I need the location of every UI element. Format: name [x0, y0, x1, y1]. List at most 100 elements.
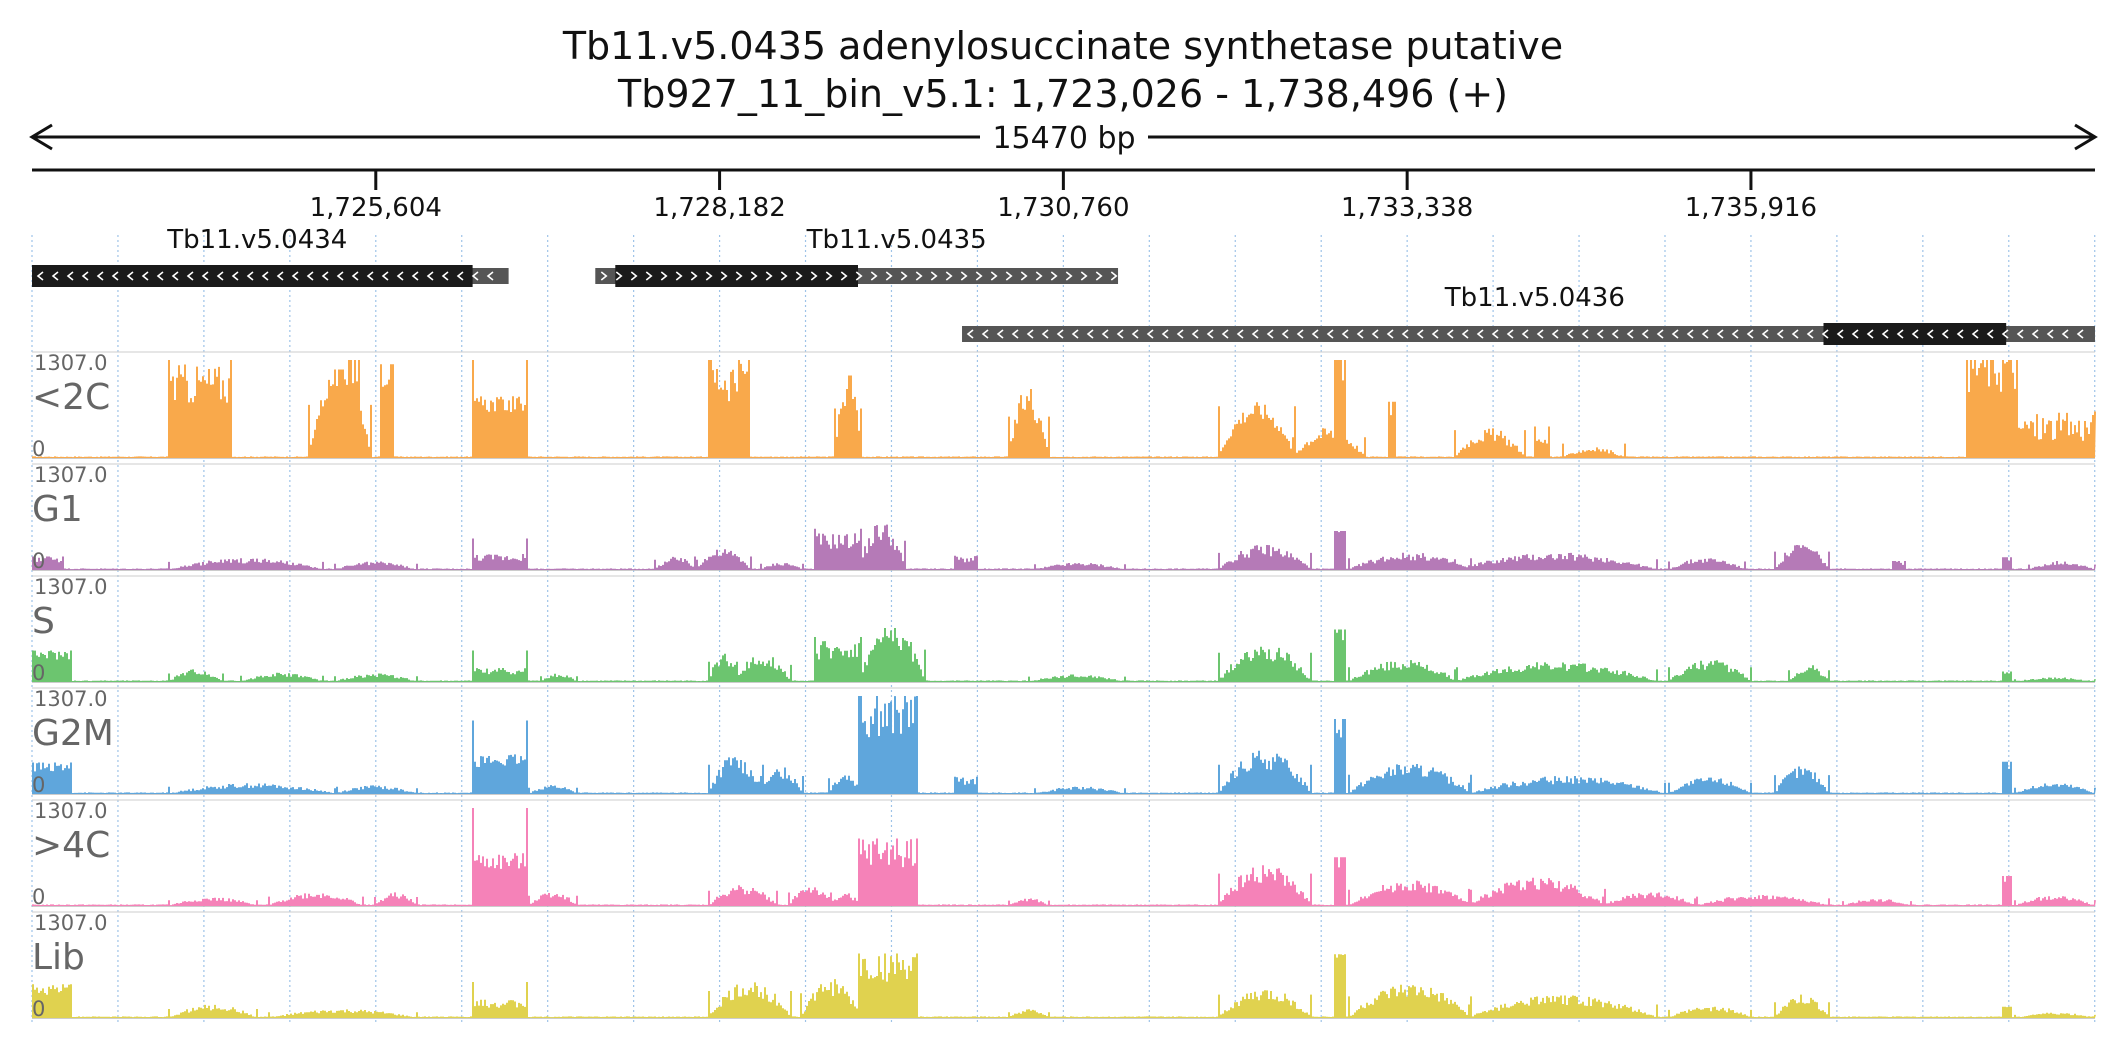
track-min-label: 0 [32, 885, 45, 909]
title-block: Tb11.v5.0435 adenylosuccinate synthetase… [0, 22, 2126, 118]
strand-chevron [1491, 329, 1499, 339]
coverage-track: 1307.0>4C 0 [32, 799, 2096, 909]
strand-chevron [1536, 329, 1544, 339]
track-name: <2C [32, 377, 110, 418]
strand-chevron [1005, 271, 1013, 281]
coverage-area [32, 696, 2096, 794]
gene-model[interactable]: Tb11.v5.0434 [32, 225, 509, 287]
strand-chevron [2061, 329, 2069, 339]
gene-cds [615, 265, 859, 287]
strand-chevron [996, 329, 1004, 339]
strand-chevron [705, 271, 713, 281]
strand-chevron [825, 271, 833, 281]
strand-chevron [1050, 271, 1058, 281]
span-arrow-head-right [2074, 123, 2098, 151]
strand-chevron [246, 271, 254, 281]
strand-chevron [171, 271, 179, 281]
track-max-label: 1307.0 [34, 799, 107, 823]
strand-chevron [426, 271, 434, 281]
strand-chevron [411, 271, 419, 281]
strand-chevron [1116, 329, 1124, 339]
strand-chevron [660, 271, 668, 281]
strand-chevron [51, 271, 59, 281]
strand-chevron [930, 271, 938, 281]
strand-chevron [630, 271, 638, 281]
track-min-label: 0 [32, 549, 45, 573]
strand-chevron [66, 271, 74, 281]
strand-chevron [186, 271, 194, 281]
strand-chevron [780, 271, 788, 281]
strand-chevron [261, 271, 269, 281]
strand-chevron [1296, 329, 1304, 339]
coverage-area [32, 808, 2096, 906]
strand-chevron [765, 271, 773, 281]
strand-chevron [1821, 329, 1829, 339]
strand-chevron [900, 271, 908, 281]
gene-model[interactable]: Tb11.v5.0435 [595, 225, 1119, 287]
strand-chevron [1020, 271, 1028, 281]
strand-chevron [1866, 329, 1874, 339]
strand-chevron [1986, 329, 1994, 339]
span-arrow-head-left [29, 123, 53, 151]
strand-chevron [840, 271, 848, 281]
strand-chevron [1206, 329, 1214, 339]
strand-chevron [1476, 329, 1484, 339]
track-min-label: 0 [32, 661, 45, 685]
strand-chevron [1911, 329, 1919, 339]
strand-chevron [126, 271, 134, 281]
track-max-label: 1307.0 [34, 463, 107, 487]
track-min-label: 0 [32, 997, 45, 1021]
strand-chevron [1221, 329, 1229, 339]
strand-chevron [1926, 329, 1934, 339]
strand-chevron [1791, 329, 1799, 339]
strand-chevron [645, 271, 653, 281]
track-max-label: 1307.0 [34, 575, 107, 599]
strand-chevron [1611, 329, 1619, 339]
strand-chevron [915, 271, 923, 281]
strand-chevron [1056, 329, 1064, 339]
coverage-track: 1307.0G1 0 [32, 463, 2096, 573]
strand-chevron [1956, 329, 1964, 339]
strand-chevron [720, 271, 728, 281]
strand-chevron [1401, 329, 1409, 339]
strand-chevron [1806, 329, 1814, 339]
track-max-label: 1307.0 [34, 687, 107, 711]
strand-chevron [336, 271, 344, 281]
track-max-label: 1307.0 [34, 911, 107, 935]
strand-chevron [471, 271, 479, 281]
strand-chevron [1416, 329, 1424, 339]
strand-chevron [1701, 329, 1709, 339]
strand-chevron [1071, 329, 1079, 339]
track-name: Lib [32, 937, 85, 978]
strand-chevron [1035, 271, 1043, 281]
strand-chevron [1341, 329, 1349, 339]
strand-chevron [1461, 329, 1469, 339]
strand-chevron [1626, 329, 1634, 339]
strand-chevron [1446, 329, 1454, 339]
strand-chevron [735, 271, 743, 281]
strand-chevron [885, 271, 893, 281]
strand-chevron [945, 271, 953, 281]
span-label: 15470 bp [992, 121, 1135, 156]
strand-chevron [231, 271, 239, 281]
strand-chevron [600, 271, 608, 281]
strand-chevron [1101, 329, 1109, 339]
strand-chevron [81, 271, 89, 281]
strand-chevron [810, 271, 818, 281]
strand-chevron [1386, 329, 1394, 339]
strand-chevron [1776, 329, 1784, 339]
gene-model[interactable]: Tb11.v5.0436 [962, 283, 2096, 345]
strand-chevron [1656, 329, 1664, 339]
strand-chevron [1521, 329, 1529, 339]
strand-chevron [456, 271, 464, 281]
strand-chevron [1836, 329, 1844, 339]
strand-chevron [2001, 329, 2009, 339]
strand-chevron [351, 271, 359, 281]
strand-chevron [1881, 329, 1889, 339]
strand-chevron [990, 271, 998, 281]
strand-chevron [981, 329, 989, 339]
strand-chevron [321, 271, 329, 281]
span-indicator: 15470 bp [29, 121, 2098, 156]
strand-chevron [396, 271, 404, 281]
genomic-axis: 1,725,604 1,728,182 1,730,760 1,733,338 1,73… [32, 168, 2095, 223]
